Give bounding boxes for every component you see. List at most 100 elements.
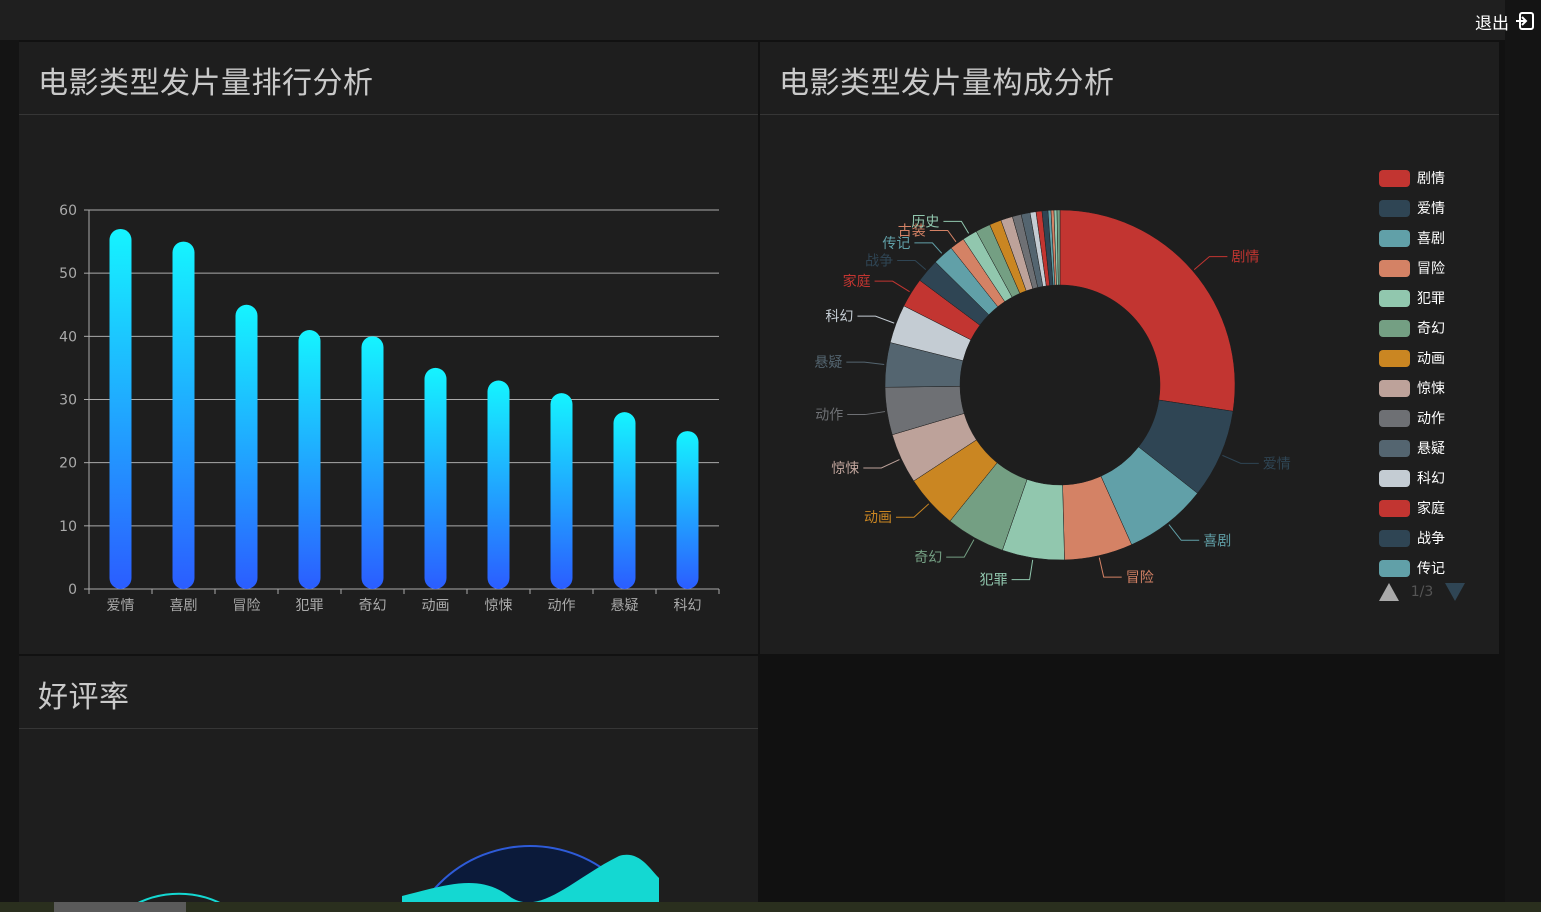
bar bbox=[487, 380, 510, 589]
label-leader-line bbox=[1168, 524, 1200, 541]
scrollbar-thumb[interactable] bbox=[54, 902, 186, 912]
legend-label: 科幻 bbox=[1417, 471, 1445, 487]
liquid-gauge-wave bbox=[402, 854, 659, 912]
y-tick-label: 20 bbox=[59, 456, 77, 472]
slice-label: 动作 bbox=[815, 408, 843, 424]
legend-prev-icon[interactable] bbox=[1379, 583, 1399, 601]
horizontal-scrollbar bbox=[0, 902, 1541, 912]
legend-label: 喜剧 bbox=[1417, 231, 1445, 247]
legend-item[interactable]: 剧情 bbox=[1379, 163, 1445, 193]
x-tick-label: 悬疑 bbox=[611, 598, 639, 614]
rating-title: 好评率 bbox=[38, 680, 130, 715]
legend-item[interactable]: 犯罪 bbox=[1379, 283, 1445, 313]
legend-label: 动画 bbox=[1417, 351, 1445, 367]
legend-item[interactable]: 家庭 bbox=[1379, 493, 1445, 523]
composition-panel: 电影类型发片量构成分析 剧情 爱情 喜剧 冒险 犯罪 奇幻 动画 惊悚 动作 悬疑 科幻 家庭 战争 传记… bbox=[760, 42, 1499, 654]
y-tick-label: 30 bbox=[59, 393, 77, 409]
ranking-title: 电影类型发片量排行分析 bbox=[38, 66, 374, 101]
label-leader-line bbox=[847, 411, 886, 416]
rating-divider bbox=[19, 728, 758, 729]
label-leader-line bbox=[895, 503, 930, 518]
legend-swatch bbox=[1379, 559, 1410, 577]
x-tick-label: 奇幻 bbox=[359, 597, 387, 614]
legend-swatch bbox=[1379, 259, 1410, 277]
bar bbox=[109, 228, 132, 589]
legend-item[interactable]: 战争 bbox=[1379, 523, 1445, 553]
bar bbox=[613, 412, 636, 589]
legend-label: 传记 bbox=[1417, 561, 1445, 577]
legend-label: 家庭 bbox=[1417, 501, 1445, 517]
slice-label: 奇幻 bbox=[914, 549, 942, 566]
slice-label: 动画 bbox=[864, 510, 892, 526]
legend-label: 惊悚 bbox=[1417, 381, 1445, 397]
top-bar bbox=[0, 0, 1541, 40]
bar bbox=[550, 393, 573, 589]
slice-label: 战争 bbox=[865, 253, 893, 269]
donut-slice bbox=[1059, 209, 1236, 412]
legend-label: 奇幻 bbox=[1417, 321, 1445, 337]
label-leader-line bbox=[1193, 256, 1228, 270]
legend-item[interactable]: 奇幻 bbox=[1379, 313, 1445, 343]
slice-label: 悬疑 bbox=[814, 355, 842, 371]
label-leader-line bbox=[857, 315, 895, 324]
legend-item[interactable]: 冒险 bbox=[1379, 253, 1445, 283]
y-tick-label: 60 bbox=[59, 203, 77, 219]
legend-swatch bbox=[1379, 379, 1410, 397]
ranking-panel: 电影类型发片量排行分析 0 10 20 30 40 50 60 爱情 喜剧 冒险 犯罪 奇幻 动画 惊悚 动… bbox=[19, 42, 758, 654]
bar bbox=[676, 431, 699, 589]
slice-label: 冒险 bbox=[1126, 570, 1154, 586]
legend-swatch bbox=[1379, 469, 1410, 487]
slice-label: 历史 bbox=[911, 214, 939, 230]
label-leader-line bbox=[946, 539, 975, 558]
left-rail bbox=[0, 40, 19, 912]
bar bbox=[235, 304, 258, 589]
legend-item[interactable]: 惊悚 bbox=[1379, 373, 1445, 403]
label-leader-line bbox=[914, 242, 943, 254]
y-tick-label: 40 bbox=[59, 329, 77, 345]
label-leader-line bbox=[874, 280, 910, 293]
bar bbox=[172, 241, 195, 590]
slice-label: 喜剧 bbox=[1203, 533, 1231, 549]
legend-swatch bbox=[1379, 499, 1410, 517]
legend-item[interactable]: 爱情 bbox=[1379, 193, 1445, 223]
x-tick-label: 科幻 bbox=[674, 598, 702, 614]
legend-item[interactable]: 悬疑 bbox=[1379, 433, 1445, 463]
x-tick-label: 动作 bbox=[548, 598, 576, 614]
slice-label: 科幻 bbox=[825, 309, 853, 325]
legend-item[interactable]: 传记 bbox=[1379, 553, 1445, 583]
donut-legend: 剧情爱情喜剧冒险犯罪奇幻动画惊悚动作悬疑科幻家庭战争传记 bbox=[1379, 163, 1445, 583]
legend-page-text: 1/3 bbox=[1410, 584, 1434, 600]
label-leader-line bbox=[1098, 557, 1122, 578]
composition-divider bbox=[760, 114, 1499, 115]
legend-item[interactable]: 动画 bbox=[1379, 343, 1445, 373]
legend-label: 犯罪 bbox=[1417, 291, 1445, 307]
legend-label: 悬疑 bbox=[1417, 441, 1445, 457]
legend-swatch bbox=[1379, 409, 1410, 427]
legend-swatch bbox=[1379, 529, 1410, 547]
x-tick-label: 动画 bbox=[422, 598, 450, 614]
slice-label: 传记 bbox=[882, 236, 910, 252]
legend-pager: 1/3 bbox=[1379, 583, 1465, 601]
legend-label: 剧情 bbox=[1417, 171, 1445, 187]
label-leader-line bbox=[929, 229, 957, 243]
legend-label: 战争 bbox=[1417, 531, 1445, 547]
logout-button[interactable]: 退出 bbox=[1475, 8, 1535, 34]
right-rail bbox=[1505, 0, 1541, 912]
legend-next-icon[interactable] bbox=[1445, 583, 1465, 601]
legend-item[interactable]: 动作 bbox=[1379, 403, 1445, 433]
legend-item[interactable]: 科幻 bbox=[1379, 463, 1445, 493]
x-tick-label: 惊悚 bbox=[485, 598, 513, 614]
slice-label: 犯罪 bbox=[980, 573, 1008, 589]
legend-label: 冒险 bbox=[1417, 261, 1445, 277]
label-leader-line bbox=[943, 220, 970, 234]
label-leader-line bbox=[846, 361, 885, 365]
legend-swatch bbox=[1379, 319, 1410, 337]
legend-item[interactable]: 喜剧 bbox=[1379, 223, 1445, 253]
legend-label: 爱情 bbox=[1417, 201, 1445, 217]
x-tick-label: 冒险 bbox=[233, 598, 261, 614]
slice-label: 剧情 bbox=[1231, 250, 1259, 266]
label-leader-line bbox=[1222, 454, 1259, 464]
slice-label: 爱情 bbox=[1263, 456, 1291, 472]
bar bbox=[361, 336, 384, 589]
